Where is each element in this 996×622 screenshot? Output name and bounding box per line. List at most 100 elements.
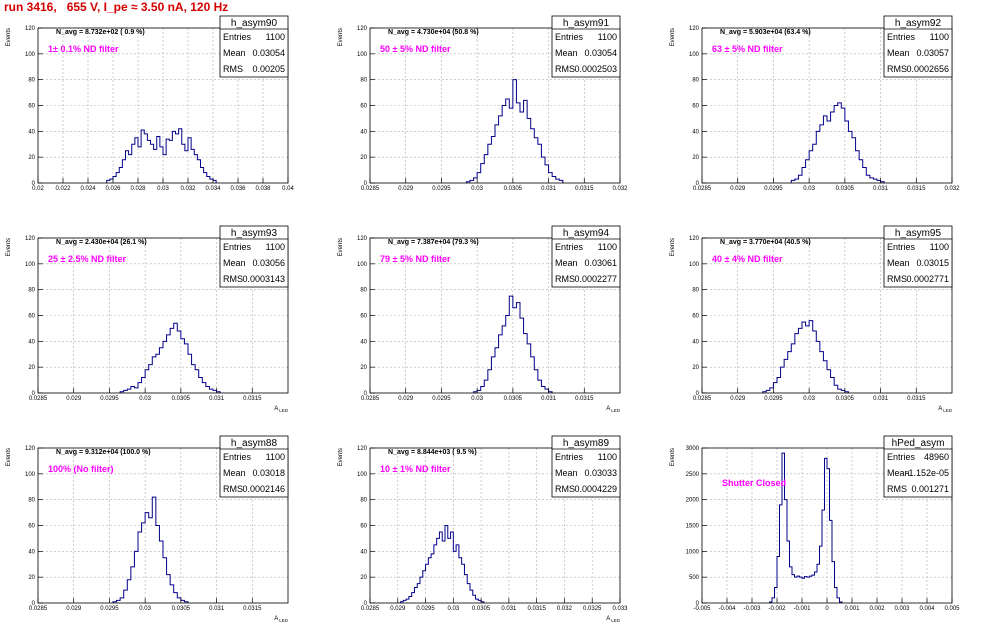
stats-value: 0.001271 bbox=[911, 484, 949, 494]
y-tick-label: 80 bbox=[360, 498, 367, 504]
stats-key: Mean bbox=[555, 48, 578, 58]
x-tick-label: 0.031 bbox=[501, 606, 517, 612]
y-tick-label: 60 bbox=[28, 524, 35, 530]
stats-box bbox=[883, 435, 953, 498]
x-tick-label: 0.0285 bbox=[693, 396, 712, 402]
histogram-panel-h_asym91: 0.0285 0.029 0.0295 0.03 0.0305 0.031 0.0315 0.… bbox=[338, 15, 628, 192]
x-tick-label: 0.0315 bbox=[575, 396, 594, 402]
x-tick-label: 0.0315 bbox=[527, 606, 546, 612]
x-tick-label: 0.033 bbox=[612, 606, 628, 612]
x-tick-label: 0.029 bbox=[390, 606, 406, 612]
stats-key: Entries bbox=[223, 452, 252, 462]
y-tick-label: 20 bbox=[28, 365, 35, 371]
x-tick-label: 0.03 bbox=[139, 606, 151, 612]
x-tick-label: 0.032 bbox=[612, 186, 628, 192]
y-tick-label: 20 bbox=[28, 155, 35, 161]
y-tick-label: 40 bbox=[360, 549, 367, 555]
stats-value: 0.0002146 bbox=[242, 484, 285, 494]
stats-value: 0.03057 bbox=[916, 48, 949, 58]
y-tick-label: 2500 bbox=[686, 472, 700, 478]
x-tick-label: 0.031 bbox=[541, 396, 557, 402]
histogram-name: h_asym91 bbox=[563, 18, 610, 29]
x-tick-label: 0.0285 bbox=[29, 606, 48, 612]
navg-label: N_avg = 8.844e+03 ( 9.5 %) bbox=[388, 449, 477, 456]
stats-key: RMS bbox=[555, 484, 575, 494]
stats-key: RMS bbox=[555, 64, 575, 74]
x-tick-label: 0.04 bbox=[282, 186, 294, 192]
y-tick-label: 20 bbox=[28, 575, 35, 581]
y-tick-label: 60 bbox=[360, 524, 367, 530]
navg-label: N_avg = 3.770e+04 (40.5 %) bbox=[720, 239, 811, 246]
histogram-panel-h_asym95: 0.0285 0.029 0.0295 0.03 0.0305 0.031 0.0315 0 2… bbox=[670, 225, 953, 413]
x-tick-label: 0.0305 bbox=[172, 606, 191, 612]
y-tick-label: 100 bbox=[689, 52, 700, 58]
x-tick-label: 0 bbox=[825, 606, 829, 612]
y-tick-label: 80 bbox=[692, 78, 699, 84]
stats-key: Mean bbox=[555, 258, 578, 268]
stats-box bbox=[551, 435, 621, 498]
y-tick-label: 0 bbox=[32, 601, 36, 607]
stats-key: Entries bbox=[555, 452, 584, 462]
stats-key: Mean bbox=[223, 468, 246, 478]
x-tick-label: 0.0285 bbox=[693, 186, 712, 192]
histogram-name: h_asym88 bbox=[231, 438, 278, 449]
x-tick-label: 0.031 bbox=[873, 396, 889, 402]
x-tick-label: 0.002 bbox=[869, 606, 885, 612]
y-axis-label: Events bbox=[6, 28, 12, 46]
y-axis-label: Events bbox=[670, 448, 676, 466]
y-tick-label: 1000 bbox=[686, 549, 700, 555]
y-tick-label: 60 bbox=[692, 314, 699, 320]
y-tick-label: 0 bbox=[696, 181, 700, 187]
x-axis-label: ALED bbox=[606, 616, 621, 622]
x-tick-label: 0.004 bbox=[919, 606, 935, 612]
y-tick-label: 60 bbox=[28, 314, 35, 320]
x-tick-label: 0.0295 bbox=[432, 186, 451, 192]
stats-value: 0.03054 bbox=[252, 48, 285, 58]
x-tick-label: 0.028 bbox=[130, 186, 146, 192]
y-tick-label: 80 bbox=[360, 288, 367, 294]
stats-value: 0.03018 bbox=[252, 468, 285, 478]
x-tick-label: 0.0295 bbox=[416, 606, 435, 612]
histogram-panel-h_asym88: 0.0285 0.029 0.0295 0.03 0.0305 0.031 0.0315 0 2… bbox=[6, 435, 289, 622]
x-tick-label: 0.001 bbox=[844, 606, 860, 612]
y-tick-label: 20 bbox=[360, 155, 367, 161]
y-tick-label: 120 bbox=[689, 236, 700, 242]
x-tick-label: 0.03 bbox=[471, 396, 483, 402]
x-axis-label: ALED bbox=[274, 616, 289, 622]
stats-value: 0.03033 bbox=[584, 468, 617, 478]
histogram-panel-h_asym90: 0.02 0.022 0.024 0.026 0.028 0.03 0.032 0.034 0.… bbox=[6, 15, 294, 192]
stats-key: Entries bbox=[223, 242, 252, 252]
y-tick-label: 40 bbox=[692, 339, 699, 345]
x-tick-label: 0.029 bbox=[730, 396, 746, 402]
x-tick-label: 0.03 bbox=[803, 396, 815, 402]
histogram-outline bbox=[465, 79, 564, 183]
histogram-outline bbox=[790, 102, 885, 183]
x-tick-label: -0.005 bbox=[693, 606, 711, 612]
x-tick-label: 0.0305 bbox=[172, 396, 191, 402]
stats-value: 0.0002771 bbox=[906, 274, 949, 284]
stats-box bbox=[551, 225, 621, 288]
stats-value: 0.03054 bbox=[584, 48, 617, 58]
y-axis-label: Events bbox=[6, 238, 12, 256]
y-tick-label: 20 bbox=[692, 155, 699, 161]
x-tick-label: 0.031 bbox=[209, 606, 225, 612]
stats-key: Entries bbox=[555, 242, 584, 252]
stats-value: 1100 bbox=[266, 452, 285, 462]
y-tick-label: 100 bbox=[689, 262, 700, 268]
y-tick-label: 60 bbox=[692, 104, 699, 110]
y-tick-label: 0 bbox=[32, 391, 36, 397]
histogram-panel-h_asym89: 0.0285 0.029 0.0295 0.03 0.0305 0.031 0.0315 0.… bbox=[338, 435, 628, 622]
stats-value: 0.00205 bbox=[252, 64, 285, 74]
x-axis-label: ALED bbox=[938, 406, 953, 413]
x-tick-label: 0.0285 bbox=[361, 396, 380, 402]
y-axis-label: Events bbox=[670, 28, 676, 46]
stats-key: RMS bbox=[555, 274, 575, 284]
y-tick-label: 80 bbox=[28, 78, 35, 84]
stats-value: 0.0003143 bbox=[242, 274, 285, 284]
y-tick-label: 40 bbox=[28, 339, 35, 345]
filter-label: 79 ± 5% ND filter bbox=[380, 254, 451, 264]
stats-key: Entries bbox=[887, 452, 916, 462]
x-tick-label: 0.032 bbox=[180, 186, 196, 192]
histogram-panel-h_asym93: 0.0285 0.029 0.0295 0.03 0.0305 0.031 0.0315 0 2… bbox=[6, 225, 289, 413]
